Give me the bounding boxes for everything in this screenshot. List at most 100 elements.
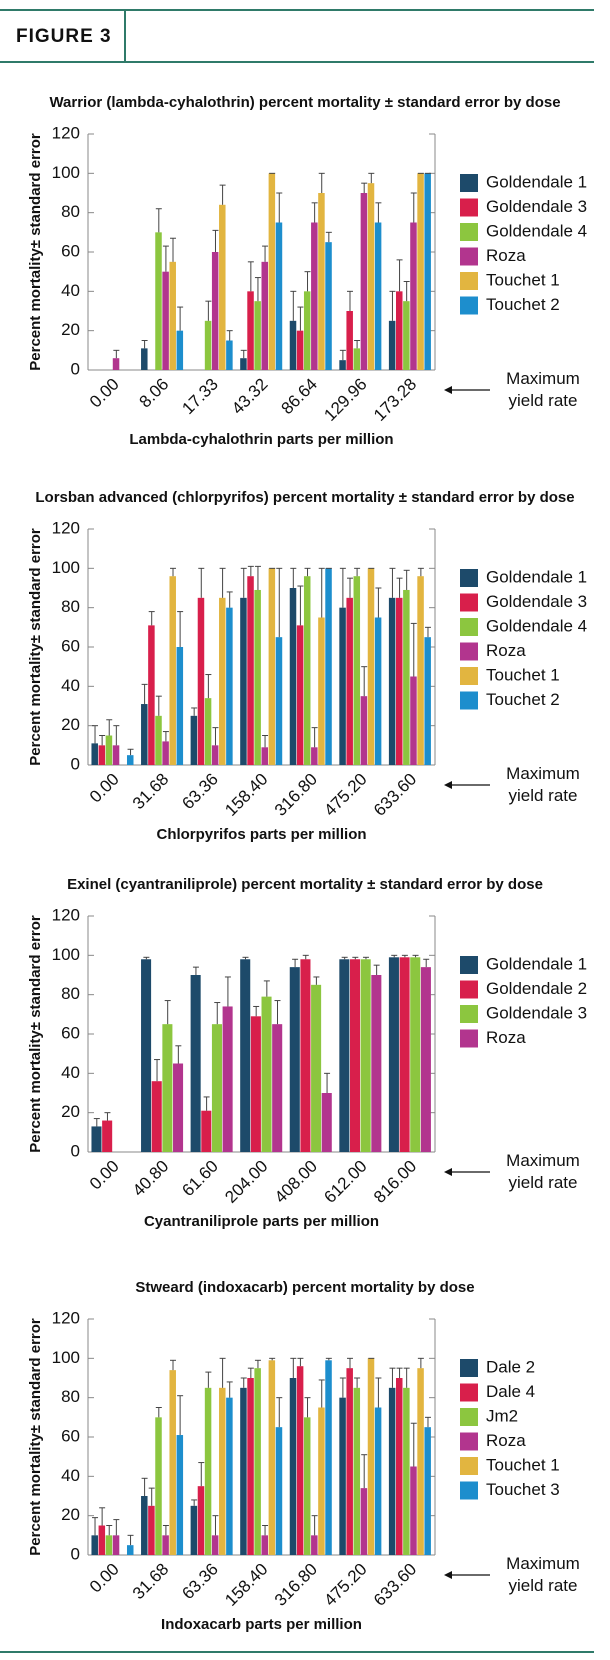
legend-swatch — [460, 1457, 478, 1475]
bar — [148, 625, 155, 765]
error-bar — [205, 1371, 212, 1388]
bar — [360, 193, 368, 370]
bar — [371, 975, 382, 1152]
error-bar — [226, 330, 233, 341]
y-tick-label: 100 — [52, 1348, 80, 1367]
bar — [254, 589, 261, 765]
y-tick-label: 60 — [61, 636, 80, 655]
legend-label: Touchet 2 — [486, 295, 560, 314]
bar — [98, 1525, 106, 1555]
error-bar — [99, 1507, 106, 1526]
error-bar — [155, 695, 162, 716]
bar — [374, 1407, 382, 1555]
error-bar — [339, 349, 346, 361]
error-bar — [352, 956, 359, 960]
error-bar — [297, 585, 304, 626]
bar — [219, 204, 226, 370]
bar — [325, 242, 332, 370]
bar — [240, 597, 247, 765]
error-bar — [198, 1462, 205, 1487]
error-bar — [403, 281, 410, 302]
legend-label: Touchet 1 — [486, 270, 560, 289]
error-bar — [304, 271, 311, 292]
error-bar — [240, 567, 247, 598]
bar — [403, 301, 410, 370]
error-bar — [396, 259, 403, 292]
error-bar — [424, 1416, 431, 1428]
error-bar — [127, 1534, 134, 1546]
bar — [339, 607, 346, 765]
bar — [339, 1397, 346, 1555]
legend-label: Jm2 — [486, 1406, 518, 1425]
error-bar — [113, 349, 120, 359]
bar — [311, 747, 318, 765]
bar — [268, 1360, 276, 1555]
bar — [360, 1488, 368, 1555]
bar — [289, 967, 300, 1152]
bar — [219, 1387, 226, 1555]
y-axis-label: Percent mortality± standard error — [27, 1318, 44, 1556]
bar — [204, 320, 212, 370]
bar — [169, 576, 176, 765]
bar — [367, 1358, 375, 1555]
chart-title: Warrior (lambda-cyhalothrin) percent mor… — [49, 94, 560, 111]
y-axis-label: Percent mortality± standard error — [27, 133, 44, 371]
x-axis-label: Chlorpyrifos parts per million — [156, 826, 366, 843]
y-tick-label: 20 — [61, 1505, 80, 1524]
legend-label: Goldendale 4 — [486, 221, 587, 240]
error-bar — [361, 182, 368, 193]
y-tick-label: 100 — [52, 558, 80, 577]
error-bar — [324, 1072, 331, 1093]
legend-label: Roza — [486, 641, 526, 660]
error-bar — [302, 954, 309, 960]
bar — [226, 340, 233, 370]
error-bar — [170, 1359, 177, 1371]
bar — [268, 568, 276, 765]
error-bar — [141, 340, 148, 349]
error-bar — [92, 725, 99, 744]
legend-swatch — [460, 569, 478, 587]
bar — [272, 1024, 283, 1152]
x-tick-label: 17.33 — [178, 375, 222, 419]
y-tick-label: 100 — [52, 163, 80, 182]
bar — [176, 330, 184, 370]
bar — [318, 193, 325, 370]
error-bar — [403, 1367, 410, 1388]
error-bar — [247, 1367, 254, 1378]
x-tick-label: 0.00 — [86, 1560, 123, 1597]
annotation: Maximum yield rate — [506, 369, 580, 410]
bar — [300, 959, 311, 1152]
error-bar — [417, 1357, 424, 1369]
bar — [112, 1535, 120, 1555]
error-bar — [106, 1525, 113, 1536]
bar — [126, 755, 134, 765]
bar — [254, 301, 261, 370]
legend-label: Goldendale 4 — [486, 616, 587, 635]
bar — [360, 959, 371, 1152]
legend-label: Goldendale 2 — [486, 979, 587, 998]
error-bar — [192, 966, 199, 975]
y-tick-label: 80 — [61, 1387, 80, 1406]
error-bar — [297, 1357, 304, 1367]
error-bar — [401, 954, 408, 958]
bar — [211, 1024, 222, 1152]
bar — [396, 291, 403, 370]
legend-label: Dale 2 — [486, 1357, 535, 1376]
y-tick-label: 80 — [61, 202, 80, 221]
bar — [417, 576, 424, 765]
error-bar — [262, 245, 269, 262]
bar — [410, 957, 421, 1152]
bar — [247, 576, 254, 765]
x-tick-label: 129.96 — [320, 375, 370, 425]
bar — [303, 291, 311, 370]
legend-swatch — [460, 174, 478, 192]
error-bar — [417, 567, 424, 577]
x-tick-label: 316.80 — [271, 1560, 321, 1610]
chart-title: Exinel (cyantraniliprole) percent mortal… — [67, 876, 543, 893]
bar — [410, 1466, 417, 1555]
y-tick-label: 120 — [52, 905, 80, 924]
error-bar — [141, 1477, 148, 1496]
chart-title: Lorsban advanced (chlorpyrifos) percent … — [35, 489, 574, 506]
bar — [169, 261, 176, 370]
error-bar — [276, 1397, 283, 1428]
